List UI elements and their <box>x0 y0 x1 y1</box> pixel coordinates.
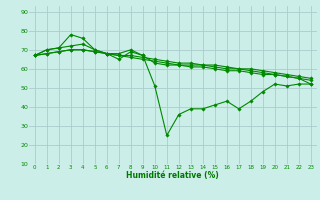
X-axis label: Humidité relative (%): Humidité relative (%) <box>126 171 219 180</box>
